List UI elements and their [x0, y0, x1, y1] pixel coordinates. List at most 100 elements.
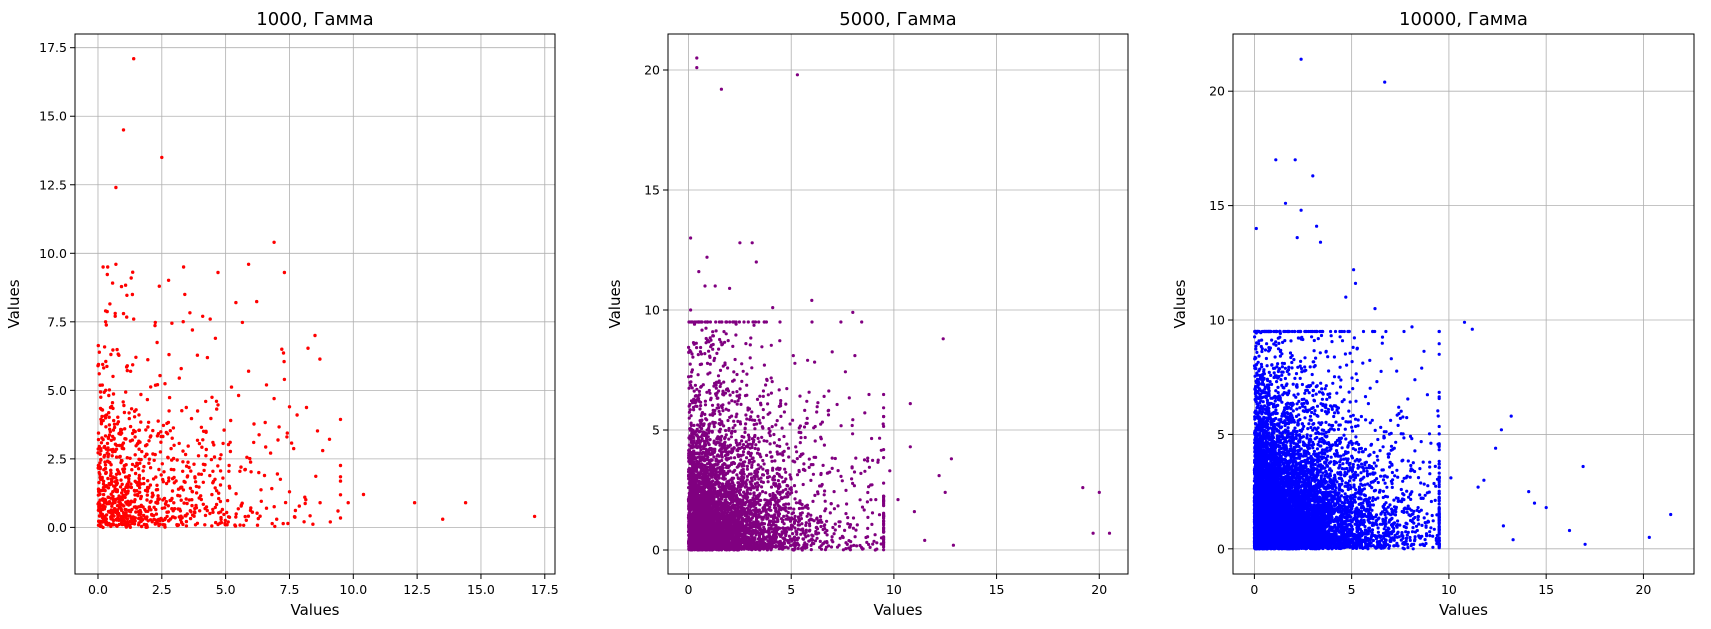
- data-point: [770, 380, 774, 384]
- data-point: [793, 361, 797, 365]
- data-point: [866, 490, 870, 495]
- data-point: [692, 322, 697, 326]
- data-point: [821, 463, 825, 467]
- data-point: [811, 499, 815, 503]
- data-point: [835, 545, 840, 549]
- data-point: [220, 507, 225, 512]
- data-point: [723, 340, 727, 344]
- data-point: [720, 406, 724, 410]
- data-point: [811, 472, 816, 476]
- data-point: [249, 506, 253, 510]
- data-point: [774, 524, 778, 528]
- data-point: [318, 357, 322, 361]
- data-point: [190, 498, 194, 502]
- data-point: [732, 378, 736, 382]
- data-point: [827, 544, 831, 548]
- data-point: [131, 515, 135, 519]
- data-point: [463, 501, 468, 505]
- data-point: [287, 405, 292, 409]
- data-point: [119, 284, 124, 289]
- data-point: [159, 473, 163, 477]
- data-point: [122, 467, 127, 471]
- x-axis-label: Values: [290, 601, 339, 619]
- data-point: [748, 492, 752, 496]
- data-point: [338, 475, 343, 479]
- data-point: [735, 372, 739, 377]
- data-point: [155, 483, 159, 487]
- data-point: [776, 519, 780, 524]
- data-point: [707, 477, 711, 481]
- data-point: [214, 502, 219, 507]
- data-point: [785, 483, 789, 488]
- data-point: [221, 441, 225, 446]
- data-point: [99, 524, 103, 528]
- data-point: [692, 449, 696, 453]
- axes-frame: [74, 33, 556, 575]
- data-point: [695, 387, 699, 391]
- data-point: [96, 447, 100, 451]
- data-point: [708, 320, 713, 324]
- data-point: [171, 509, 175, 513]
- data-point: [101, 265, 105, 269]
- data-point: [785, 442, 789, 446]
- data-point: [184, 497, 188, 501]
- data-point: [843, 370, 848, 374]
- data-point: [745, 491, 750, 495]
- data-point: [747, 438, 751, 442]
- data-point: [830, 456, 834, 460]
- data-point: [745, 467, 750, 471]
- data-point: [744, 440, 748, 444]
- data-point: [735, 473, 739, 477]
- data-point: [771, 533, 776, 537]
- data-point: [193, 480, 198, 484]
- data-point: [796, 546, 800, 551]
- data-point: [123, 507, 127, 512]
- data-point: [749, 336, 753, 340]
- data-point: [174, 479, 178, 483]
- data-point: [704, 326, 708, 330]
- data-point: [709, 474, 713, 478]
- data-point: [742, 472, 746, 476]
- data-point: [746, 499, 750, 503]
- data-point: [102, 455, 106, 459]
- data-point: [732, 419, 736, 423]
- data-point: [757, 418, 761, 422]
- data-point: [765, 439, 769, 443]
- data-point: [821, 542, 825, 546]
- data-point: [111, 374, 115, 379]
- data-point: [745, 417, 749, 421]
- data-point: [697, 475, 701, 480]
- data-point: [204, 447, 208, 452]
- data-point: [209, 416, 213, 421]
- data-point: [859, 471, 863, 475]
- data-point: [831, 525, 835, 530]
- data-point: [198, 509, 202, 513]
- data-point: [107, 393, 111, 398]
- data-point: [113, 500, 117, 505]
- data-point: [720, 455, 724, 459]
- data-point: [749, 472, 753, 476]
- data-point: [745, 506, 750, 510]
- data-point: [141, 469, 145, 473]
- data-point: [163, 516, 167, 521]
- data-point: [718, 384, 722, 389]
- data-point: [151, 477, 156, 481]
- data-point: [107, 521, 111, 526]
- data-point: [142, 481, 146, 486]
- data-point: [175, 458, 179, 462]
- data-point: [315, 429, 320, 433]
- data-point: [205, 355, 210, 360]
- data-point: [177, 441, 181, 446]
- data-point: [794, 490, 798, 494]
- data-point: [96, 437, 101, 442]
- data-point: [120, 443, 124, 447]
- y-tick-label: 10.0: [39, 246, 67, 261]
- data-point: [111, 510, 116, 514]
- data-point: [777, 388, 781, 392]
- data-point: [688, 320, 693, 324]
- data-point: [707, 388, 711, 393]
- data-point: [208, 473, 212, 478]
- data-point: [124, 390, 128, 394]
- data-point: [338, 493, 343, 497]
- data-point: [760, 517, 764, 521]
